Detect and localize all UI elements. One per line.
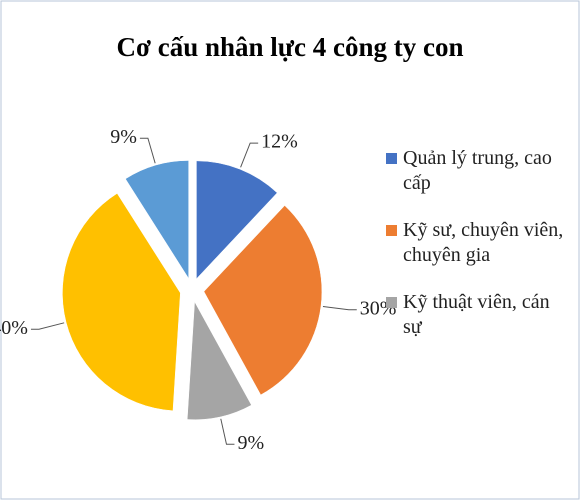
legend-swatch: [386, 225, 397, 236]
chart-title: Cơ cấu nhân lực 4 công ty con: [117, 32, 464, 62]
data-label: 12%: [261, 131, 298, 153]
slice: [196, 160, 278, 280]
slice: [62, 193, 181, 412]
leader-line: [139, 137, 156, 164]
slice: [186, 300, 252, 420]
data-label: 40%: [0, 317, 28, 339]
legend-label: Quản lý trung, cao cấp: [403, 147, 552, 194]
leader-line: [322, 306, 357, 311]
legend-label: Kỹ thuật viên, cán sự: [403, 291, 550, 338]
leader-line: [30, 322, 65, 330]
legend-item: Kỹ sư, chuyên viên, chuyên gia: [386, 218, 571, 268]
legend-swatch: [386, 297, 397, 308]
data-label: 9%: [110, 126, 137, 148]
slice: [125, 160, 189, 280]
legend-label: Kỹ sư, chuyên viên, chuyên gia: [403, 219, 564, 266]
legend-swatch: [386, 153, 397, 164]
data-label: 9%: [237, 432, 264, 454]
slice: [203, 205, 323, 396]
legend-item: Kỹ thuật viên, cán sự: [386, 290, 571, 340]
legend: Quản lý trung, cao cấp Kỹ sư, chuyên viên…: [386, 146, 571, 340]
leader-line: [220, 418, 235, 445]
legend-item: Quản lý trung, cao cấp: [386, 146, 571, 196]
leader-line: [240, 142, 259, 168]
